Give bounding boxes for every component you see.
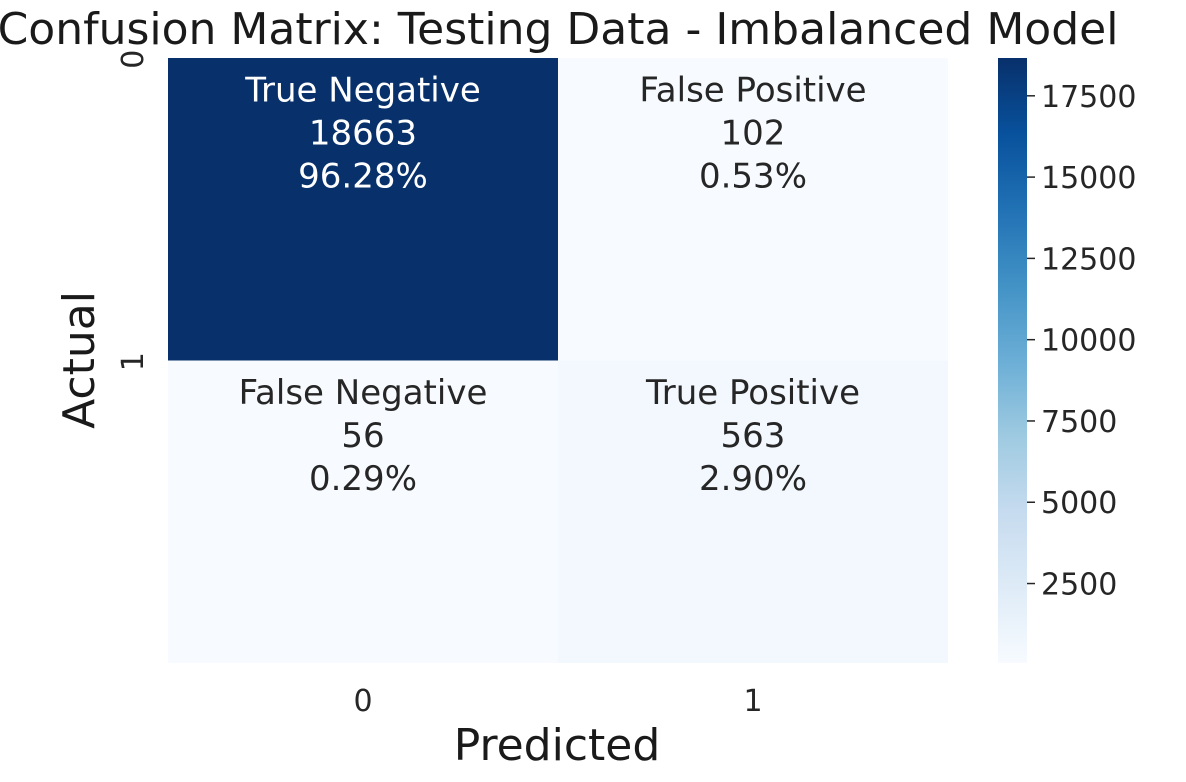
colorbar: 2500 5000 7500 10000 12500 15000 17500 xyxy=(998,58,1136,663)
colorbar-tick-label-5: 15000 xyxy=(1041,161,1136,196)
cell-label-0-1: False Positive xyxy=(639,70,866,110)
cell-percent-0-1: 0.53% xyxy=(699,156,807,196)
y-tick-label-0: 0 xyxy=(116,50,151,69)
x-tick-label-1: 1 xyxy=(743,684,762,719)
y-axis-label: Actual xyxy=(54,291,105,429)
cell-label-1-1: True Positive xyxy=(645,373,860,413)
cell-value-1-0: 56 xyxy=(341,416,384,456)
cell-percent-1-1: 2.90% xyxy=(699,459,807,499)
colorbar-tick-label-6: 17500 xyxy=(1041,80,1136,115)
colorbar-tick-label-4: 12500 xyxy=(1041,242,1136,277)
x-axis-label: Predicted xyxy=(454,720,661,771)
colorbar-tick-label-3: 10000 xyxy=(1041,324,1136,359)
cell-percent-1-0: 0.29% xyxy=(309,459,417,499)
colorbar-tick-label-1: 5000 xyxy=(1041,486,1117,521)
heatmap-cell-0-1 xyxy=(558,58,948,361)
y-axis-ticks: 01 xyxy=(116,50,151,372)
colorbar-ticks: 2500 5000 7500 10000 12500 15000 17500 xyxy=(1027,80,1136,603)
cell-percent-0-0: 96.28% xyxy=(298,156,428,196)
y-tick-label-1: 1 xyxy=(116,352,151,371)
cell-value-1-1: 563 xyxy=(721,416,786,456)
heatmap-cell-1-0 xyxy=(168,360,558,663)
heatmap-cell-1-1 xyxy=(558,360,948,663)
colorbar-tick-label-2: 7500 xyxy=(1041,405,1117,440)
chart-title: Confusion Matrix: Testing Data - Imbalan… xyxy=(0,4,1118,55)
cell-label-0-0: True Negative xyxy=(244,70,481,110)
colorbar-gradient xyxy=(998,58,1027,663)
cell-value-0-0: 18663 xyxy=(309,113,417,153)
cell-value-0-1: 102 xyxy=(721,113,786,153)
colorbar-tick-label-0: 2500 xyxy=(1041,568,1117,603)
cell-label-1-0: False Negative xyxy=(239,373,488,413)
x-tick-label-0: 0 xyxy=(353,684,372,719)
heatmap-cell-0-0 xyxy=(168,58,558,361)
